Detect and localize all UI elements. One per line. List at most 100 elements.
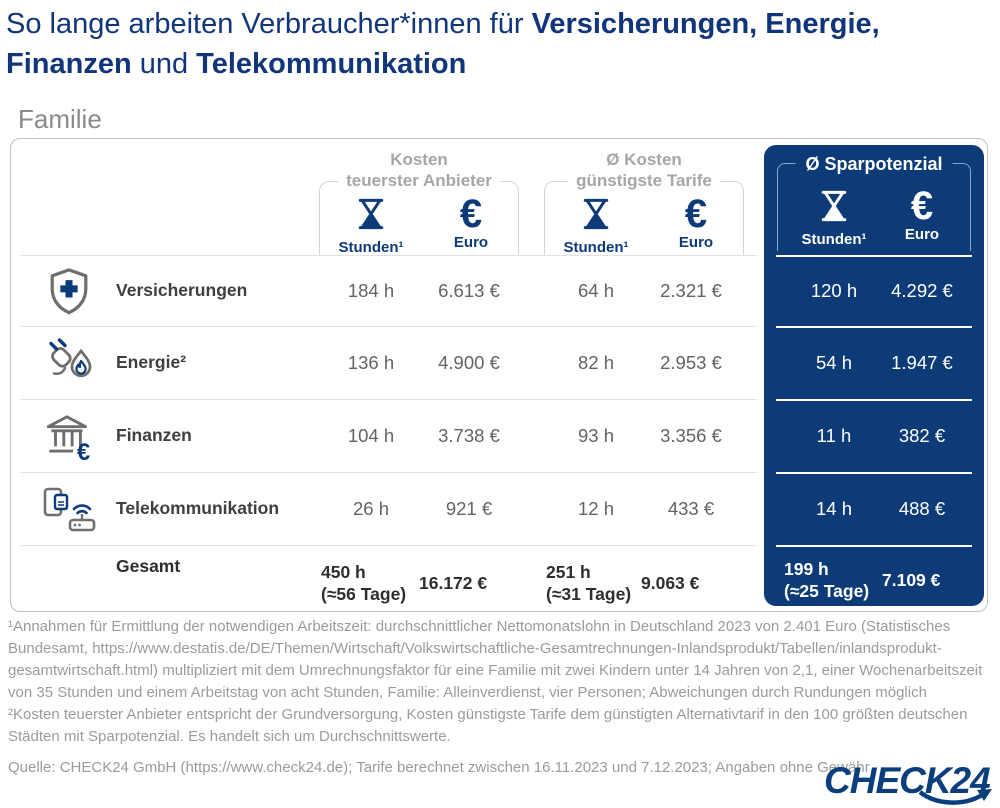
col-header-euro: Euro (678, 234, 714, 251)
cheap-hours: 93 h (577, 424, 614, 446)
euro-symbol-icon: € (910, 184, 934, 228)
row-label: Energie² (116, 352, 187, 372)
expensive-euro: 3.738 € (438, 424, 500, 446)
hourglass-icon (355, 197, 387, 236)
title-bold-2: Telekommunikation (196, 48, 467, 81)
row-label: Finanzen (116, 425, 192, 445)
hourglass-icon (818, 189, 850, 228)
cheap-euro: 433 € (667, 497, 715, 519)
row-divider (776, 399, 972, 401)
table-row-finanzen: € Finanzen 104 h 3.738 € 93 h 3.356 € (11, 399, 763, 472)
total-euro-value: 7.109 € (882, 570, 941, 591)
expensive-hours: 184 h (347, 279, 395, 301)
row-divider (21, 326, 757, 327)
hourglass-icon (580, 197, 612, 236)
expensive-hours: 136 h (347, 351, 395, 373)
savings-row-finanzen: 11 h 382 € (764, 399, 984, 472)
group-title-line2: teuerster Anbieter (338, 171, 500, 191)
col-header-hours: Stunden¹ (338, 239, 404, 256)
group-title-line1: Ø Kosten (606, 150, 682, 169)
column-group-cheapest: Ø Kosten günstigste Tarife Stunden¹ € Eu… (544, 147, 744, 256)
savings-row-energie: 54 h 1.947 € (764, 326, 984, 399)
expensive-euro: 6.613 € (438, 279, 500, 301)
save-hours: 120 h (810, 279, 858, 301)
savings-row-versicherungen: 120 h 4.292 € (764, 255, 984, 326)
save-hours: 54 h (815, 351, 852, 373)
total-expensive-hours: 450 h (≈56 Tage) (321, 545, 421, 611)
cheap-euro: 3.356 € (660, 424, 722, 446)
source-line: Quelle: CHECK24 GmbH (https://www.check2… (8, 759, 870, 776)
cheap-euro: 2.321 € (660, 279, 722, 301)
total-hours-value: 251 h (546, 561, 591, 582)
save-euro: 488 € (898, 497, 946, 519)
footnote-1: ¹Annahmen für Ermittlung der notwendigen… (8, 618, 983, 701)
save-hours: 14 h (815, 497, 852, 519)
savings-row-telekommunikation: 14 h 488 € (764, 472, 984, 545)
expensive-euro: 4.900 € (438, 351, 500, 373)
title-bold-1: Versicherungen, Energie, Finanzen (6, 8, 880, 81)
bank-euro-icon: € (29, 399, 109, 472)
total-days-value: (≈25 Tage) (784, 581, 870, 601)
shield-plus-icon (29, 255, 109, 326)
total-label: Gesamt (116, 556, 181, 576)
total-euro-value: 16.172 € (419, 572, 488, 593)
save-euro: 382 € (898, 424, 946, 446)
total-days-value: (≈56 Tage) (321, 583, 407, 604)
savings-row-gesamt: 199 h (≈25 Tage) 7.109 € (764, 545, 984, 606)
save-hours: 11 h (816, 424, 852, 446)
total-cheap-euro: 9.063 € (641, 545, 741, 611)
expensive-hours: 26 h (352, 497, 389, 519)
row-divider (776, 545, 972, 547)
group-title-line1: Kosten (390, 150, 448, 169)
data-table-card: Kosten teuerster Anbieter Stunden¹ € Eur… (10, 138, 988, 612)
cheap-hours: 12 h (577, 497, 614, 519)
cheap-hours: 82 h (577, 351, 614, 373)
group-title-line2: günstigste Tarife (568, 171, 720, 191)
cheap-euro: 2.953 € (660, 351, 722, 373)
footnotes: ¹Annahmen für Ermittlung der notwendigen… (8, 616, 994, 779)
col-header-euro: Euro (904, 226, 940, 243)
save-euro: 4.292 € (891, 279, 953, 301)
plug-flame-icon (29, 326, 109, 399)
row-divider (21, 255, 757, 256)
title-regular-2: und (131, 48, 197, 81)
row-label: Telekommunikation (116, 498, 280, 518)
total-euro-value: 9.063 € (641, 572, 700, 593)
row-divider (776, 255, 972, 257)
svg-text:€: € (77, 438, 90, 461)
table-row-energie: Energie² 136 h 4.900 € 82 h 2.953 € (11, 326, 763, 399)
page-title: So lange arbeiten Verbraucher*innen für … (6, 4, 996, 84)
segment-label: Familie (18, 104, 102, 134)
row-divider (21, 545, 757, 546)
title-regular-1: So lange arbeiten Verbraucher*innen für (6, 8, 532, 40)
row-divider (21, 399, 757, 400)
total-days-value: (≈31 Tage) (546, 583, 632, 604)
row-divider (776, 326, 972, 328)
footnote-2: ²Kosten teuerster Anbieter entspricht de… (8, 706, 968, 745)
expensive-hours: 104 h (347, 424, 395, 446)
total-cheap-hours: 251 h (≈31 Tage) (546, 545, 646, 611)
total-save-euro: 7.109 € (882, 545, 962, 606)
check24-logo: CHECK24 (824, 760, 994, 805)
col-header-euro: Euro (453, 234, 489, 251)
phone-router-icon (29, 472, 109, 545)
total-expensive-euro: 16.172 € (419, 545, 519, 611)
row-label: Versicherungen (116, 280, 248, 300)
euro-symbol-icon: € (684, 192, 708, 236)
table-row-gesamt: Gesamt 450 h (≈56 Tage) 16.172 € 251 h (… (11, 545, 763, 611)
column-group-expensive: Kosten teuerster Anbieter Stunden¹ € Eur… (319, 147, 519, 256)
euro-symbol-icon: € (459, 192, 483, 236)
total-hours-value: 199 h (784, 559, 829, 580)
savings-panel: Ø Sparpotenzial Stunden¹ € Euro (764, 145, 984, 606)
row-divider (21, 472, 757, 473)
table-row-versicherungen: Versicherungen 184 h 6.613 € 64 h 2.321 … (11, 255, 763, 326)
expensive-euro: 921 € (445, 497, 493, 519)
save-euro: 1.947 € (891, 351, 953, 373)
cheap-hours: 64 h (577, 279, 614, 301)
check24-logo-swoosh (918, 789, 992, 805)
row-divider (776, 472, 972, 474)
total-hours-value: 450 h (321, 561, 366, 582)
check24-logo-text: CHECK24 (824, 760, 991, 801)
col-header-hours: Stunden¹ (801, 231, 867, 248)
